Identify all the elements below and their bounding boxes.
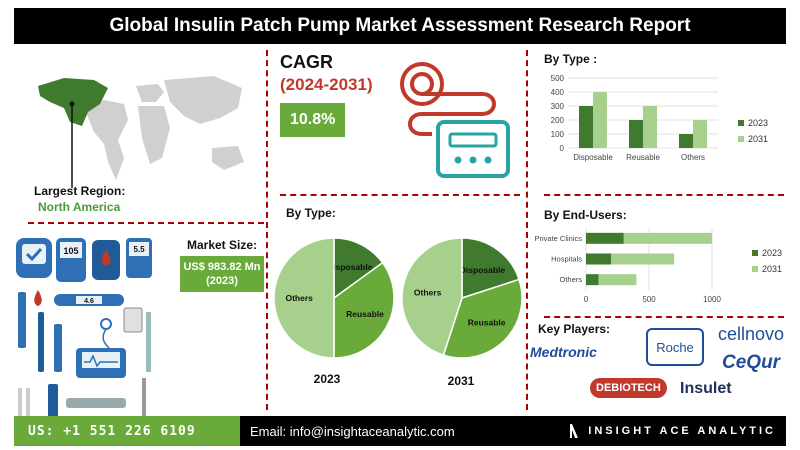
- pie-caption-2023: 2023: [313, 372, 341, 386]
- hbar-2023-hospitals: [586, 253, 612, 265]
- pie-label-others: Others: [285, 293, 313, 303]
- pie-slice-reusable: [333, 261, 395, 359]
- meter-display-1: 4.6: [84, 298, 94, 305]
- bar-chart-by-type: 0 100 200 300 400 500 Disposable Reusable Others…: [551, 74, 768, 162]
- legend-label-2031: 2031: [762, 264, 782, 274]
- legend-swatch-2023: [752, 250, 758, 256]
- largest-region-value: North America: [38, 200, 121, 214]
- brand-logo-icon: [570, 424, 579, 438]
- bar-2031-reusable: [643, 106, 657, 148]
- y-tick-label: 400: [551, 88, 565, 97]
- divider-vertical-2: [526, 50, 528, 410]
- pie-caption-2031: 2031: [447, 374, 475, 388]
- divider-vertical-1: [266, 50, 268, 410]
- bar-chart-by-end-users: 0 500 1000 Private Clinics Hospitals Others 20…: [534, 228, 782, 304]
- footer-email[interactable]: Email: info@insightaceanalytic.com: [250, 423, 455, 439]
- divider-right-1: [544, 194, 784, 196]
- bar-2023-reusable: [629, 120, 643, 148]
- pie-label-reusable: Reusable: [346, 309, 384, 319]
- hbar-2023-private-clinics: [586, 232, 624, 244]
- pie-slice-disposable: [333, 237, 384, 300]
- y-tick-label: Private Clinics: [534, 234, 582, 243]
- left-panel: Largest Region: North America 105 5.5 4.…: [14, 48, 264, 428]
- y-tick-label: 200: [551, 116, 565, 125]
- largest-region-label: Largest Region:: [34, 184, 126, 198]
- pie-label-others: Others: [414, 288, 442, 298]
- bar-2031-disposable: [593, 92, 607, 148]
- market-size: Market Size: US$ 983.82 Mn (2023): [180, 238, 264, 292]
- key-players-title: Key Players:: [538, 322, 611, 336]
- world-map: [38, 76, 244, 188]
- key-players-logos: Medtronic Roche cellnovo CeQur DEBIOTECH…: [530, 324, 794, 412]
- pie-chart-2031: Disposable Reusable Others: [401, 237, 523, 359]
- pie-slice-others: [273, 237, 335, 359]
- pump-display-text: 105: [63, 246, 78, 256]
- patch-pump-illustration: [400, 62, 510, 178]
- y-tick-label: 100: [551, 130, 565, 139]
- pie-label-reusable: Reusable: [468, 318, 506, 328]
- x-tick-label: 0: [584, 295, 589, 304]
- cagr-label: CAGR: [280, 52, 333, 72]
- logo-insulet: Insulet: [680, 380, 732, 397]
- footer: US: +1 551 226 6109 Email: info@insighta…: [14, 416, 786, 446]
- footer-phone[interactable]: US: +1 551 226 6109: [14, 416, 240, 446]
- x-tick-label: Others: [681, 153, 705, 162]
- cagr-block: CAGR (2024-2031) 10.8%: [280, 52, 373, 137]
- bar-section-title: By Type :: [544, 52, 598, 66]
- pie-slice-others: [401, 237, 463, 357]
- footer-brand-text: INSIGHT ACE ANALYTIC: [588, 425, 776, 437]
- legend-swatch-2023: [738, 120, 744, 126]
- y-tick-label: Others: [559, 275, 582, 284]
- bar-2023-disposable: [579, 106, 593, 148]
- legend-label-2023: 2023: [748, 118, 768, 128]
- pie-slice-reusable: [442, 278, 523, 359]
- logo-medtronic: Medtronic: [530, 344, 597, 360]
- pie-chart-2023: Disposable Reusable Others: [273, 237, 395, 359]
- bar-2023-others: [679, 134, 693, 148]
- pie-label-disposable: Disposable: [460, 265, 506, 275]
- meter-display-2: 5.5: [133, 245, 145, 254]
- footer-dark: Email: info@insightaceanalytic.com INSIG…: [240, 416, 786, 446]
- market-size-label: Market Size:: [186, 238, 258, 252]
- x-tick-label: Reusable: [626, 153, 660, 162]
- divider-mid: [280, 194, 520, 196]
- hbar-2023-others: [586, 274, 599, 286]
- report-title: Global Insulin Patch Pump Market Assessm…: [14, 8, 786, 44]
- y-tick-label: 300: [551, 102, 565, 111]
- x-tick-label: 500: [642, 295, 656, 304]
- hbar-2031-others: [598, 274, 637, 286]
- logo-cequr: CeQur: [722, 352, 781, 373]
- divider-right-2: [544, 316, 784, 318]
- divider-left: [28, 222, 264, 224]
- cagr-value: 10.8%: [280, 103, 346, 137]
- legend-swatch-2031: [752, 266, 758, 272]
- logo-cellnovo: cellnovo: [718, 324, 785, 344]
- y-tick-label: 500: [551, 74, 565, 83]
- logo-debiotech: DEBIOTECH: [590, 378, 667, 398]
- x-tick-label: 1000: [703, 295, 721, 304]
- market-size-value: US$ 983.82 Mn (2023): [180, 256, 264, 292]
- bar-2031-others: [693, 120, 707, 148]
- cagr-period: (2024-2031): [280, 75, 373, 94]
- hbar-2031-hospitals: [611, 253, 675, 265]
- legend-swatch-2031: [738, 136, 744, 142]
- hbar-2031-private-clinics: [623, 232, 712, 244]
- legend-label-2031: 2031: [748, 134, 768, 144]
- pie-section-title: By Type:: [286, 206, 336, 220]
- insulin-devices-illustration: 105 5.5 4.6: [16, 238, 152, 428]
- x-tick-label: Disposable: [573, 153, 613, 162]
- y-tick-label: Hospitals: [551, 255, 582, 264]
- pie-slice-disposable: [461, 237, 521, 300]
- logo-roche: Roche: [646, 328, 704, 366]
- pie-label-disposable: Disposable: [327, 262, 373, 272]
- hbar-section-title: By End-Users:: [544, 208, 627, 222]
- footer-brand: INSIGHT ACE ANALYTIC: [570, 424, 776, 438]
- legend-label-2023: 2023: [762, 248, 782, 258]
- largest-region: Largest Region: North America: [34, 184, 125, 214]
- y-tick-label: 0: [560, 144, 565, 153]
